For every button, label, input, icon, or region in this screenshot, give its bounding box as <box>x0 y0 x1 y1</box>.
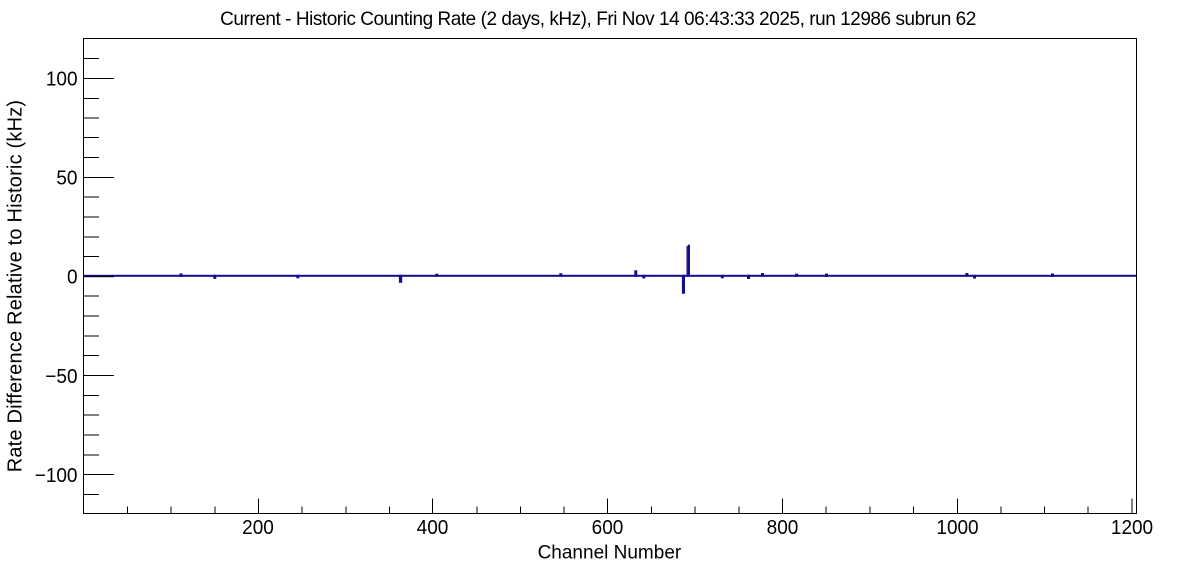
svg-text:Current - Historic Counting Ra: Current - Historic Counting Rate (2 days… <box>220 9 976 30</box>
svg-text:−100: −100 <box>35 464 78 487</box>
svg-text:600: 600 <box>592 516 624 539</box>
svg-text:Rate Difference Relative to Hi: Rate Difference Relative to Historic (kH… <box>5 100 27 473</box>
svg-text:−50: −50 <box>45 365 77 388</box>
svg-text:50: 50 <box>56 167 77 190</box>
svg-text:1200: 1200 <box>1111 516 1153 539</box>
svg-text:1000: 1000 <box>936 516 978 539</box>
svg-text:400: 400 <box>417 516 449 539</box>
svg-text:0: 0 <box>67 266 78 289</box>
svg-text:Channel Number: Channel Number <box>538 542 682 563</box>
svg-text:800: 800 <box>767 516 799 539</box>
svg-text:200: 200 <box>242 516 274 539</box>
svg-text:100: 100 <box>46 68 78 91</box>
